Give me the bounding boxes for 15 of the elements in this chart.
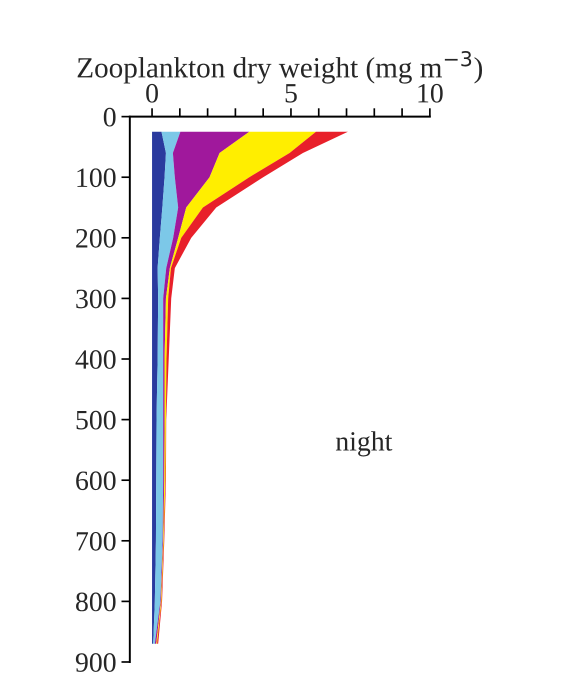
- y-tick-label: 300: [76, 290, 116, 308]
- y-tick-label: 500: [76, 410, 116, 430]
- x-tick-label: 5: [286, 84, 297, 103]
- y-tick-label: 0: [104, 108, 116, 127]
- y-tick-label: 200: [76, 228, 116, 248]
- annotation: night: [336, 431, 392, 456]
- y-tick-label: 900: [76, 653, 116, 672]
- y-tick-label: 400: [76, 350, 116, 369]
- y-tick-label: 600: [76, 471, 116, 490]
- y-tick-label: 100: [77, 168, 116, 188]
- y-tick-label: 700: [76, 532, 116, 551]
- y-tick-label: 800: [76, 592, 116, 612]
- x-tick-label: 10: [418, 84, 443, 103]
- x-axis-title: Zooplankton dry weight (mg m$^{−3}$): [78, 51, 482, 84]
- x-tick-label: 0: [146, 84, 158, 103]
